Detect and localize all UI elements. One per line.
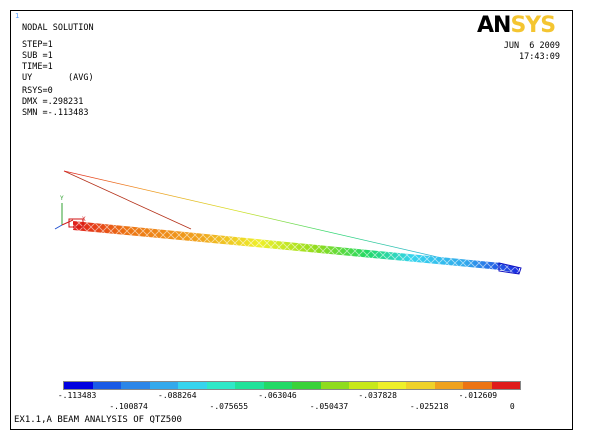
- legend-label-bottom: -.025218: [409, 402, 449, 411]
- sub-label: SUB =1: [22, 51, 53, 61]
- legend-label-top: -.012609: [458, 391, 498, 400]
- legend-label-bottom: 0: [509, 402, 515, 411]
- legend-band: [377, 382, 406, 389]
- legend-label-bottom: -.050437: [309, 402, 349, 411]
- time-label: 17:43:09: [519, 52, 560, 62]
- legend-label-bottom: -.100874: [109, 402, 148, 411]
- tie-bar-long: [63, 170, 447, 260]
- date-label: JUN 6 2009: [503, 41, 560, 51]
- legend-band: [178, 382, 207, 389]
- dmx-label: DMX =.298231: [22, 97, 84, 107]
- legend-band: [434, 382, 463, 389]
- solution-title: NODAL SOLUTION: [22, 23, 94, 33]
- legend-band: [463, 382, 492, 389]
- axis-triad: Y X: [54, 195, 86, 230]
- step-label: STEP=1: [22, 40, 53, 50]
- legend-label-bottom: -.075655: [209, 402, 249, 411]
- tie-bar-short: [63, 170, 192, 230]
- legend-band: [320, 382, 349, 389]
- smn-label: SMN =-.113483: [22, 108, 89, 118]
- legend-band: [263, 382, 292, 389]
- legend-label-top: -.088264: [158, 391, 197, 400]
- graphics-window[interactable]: 1 NODAL SOLUTION STEP=1 SUB =1 TIME=1 UY…: [10, 10, 573, 430]
- boom-root: [68, 218, 84, 228]
- legend-band: [206, 382, 235, 389]
- boom-truss-lattice: [73, 221, 519, 274]
- ansys-logo: ANSYS: [477, 13, 556, 38]
- time-label: TIME=1: [22, 62, 53, 72]
- legend-label-top: -.037828: [358, 391, 397, 400]
- rsys-label: RSYS=0: [22, 86, 53, 96]
- legend-band: [292, 382, 321, 389]
- color-legend-bar: [63, 381, 521, 390]
- legend-label-top: -.113483: [57, 391, 97, 400]
- triad-x-label: X: [82, 216, 86, 223]
- window-number: 1: [15, 12, 20, 20]
- legend-band: [406, 382, 435, 389]
- legend-band: [121, 382, 150, 389]
- boom-tip: [498, 262, 522, 275]
- result-item-label: UY (AVG): [22, 73, 94, 83]
- contour-plot[interactable]: Y X: [11, 11, 572, 429]
- model-title: EX1.1,A BEAM ANALYSIS OF QTZ500: [14, 415, 182, 425]
- legend-band: [92, 382, 121, 389]
- legend-label-top: -.063046: [258, 391, 297, 400]
- legend-band: [491, 382, 520, 389]
- legend-band: [64, 382, 93, 389]
- triad-y-label: Y: [60, 195, 64, 202]
- legend-band: [349, 382, 378, 389]
- legend-band: [149, 382, 178, 389]
- legend-band: [235, 382, 264, 389]
